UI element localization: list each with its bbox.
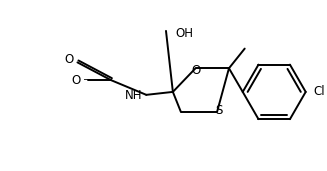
- Text: Cl: Cl: [314, 85, 325, 98]
- Text: NH: NH: [125, 89, 142, 102]
- Text: O: O: [72, 74, 81, 87]
- Text: OH: OH: [176, 27, 194, 40]
- Text: −: −: [83, 75, 92, 85]
- Text: O: O: [192, 64, 201, 77]
- Text: O: O: [64, 53, 74, 66]
- Text: S: S: [215, 104, 223, 117]
